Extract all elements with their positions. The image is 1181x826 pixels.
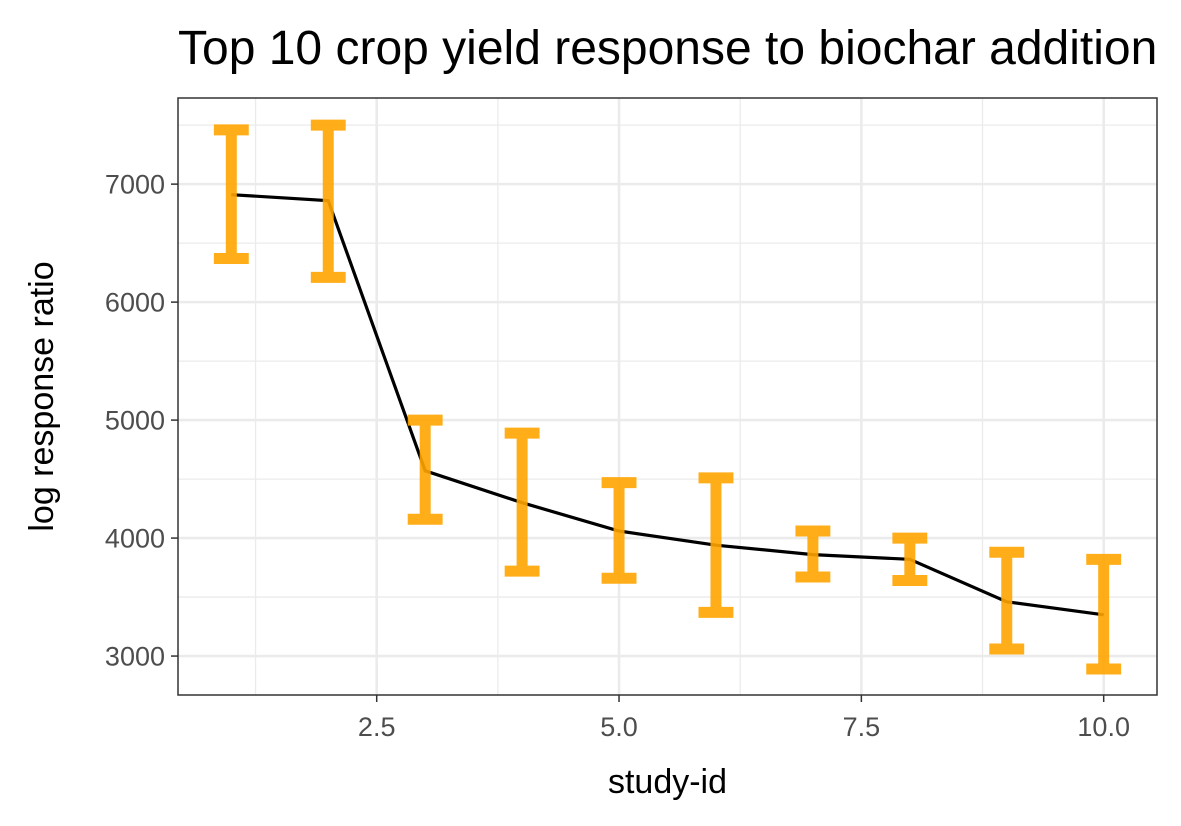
error-bar: [601, 477, 637, 584]
y-axis: 3000 4000 5000 6000 7000: [105, 170, 178, 672]
y-tick-label: 3000: [105, 642, 165, 672]
error-bar: [698, 472, 734, 618]
x-tick-label: 10.0: [1077, 712, 1130, 742]
y-tick-label: 7000: [105, 170, 165, 200]
y-tick-label: 5000: [105, 406, 165, 436]
panel-border: [177, 97, 1158, 696]
series-line: [231, 193, 1104, 617]
y-axis-title: log response ratio: [23, 261, 61, 531]
error-bar: [795, 525, 831, 583]
error-bar: [213, 124, 249, 264]
error-bar: [407, 414, 443, 525]
chart-title: Top 10 crop yield response to biochar ad…: [178, 22, 1157, 75]
y-tick-label: 6000: [105, 288, 165, 318]
error-bar: [1086, 553, 1122, 675]
x-axis-title: study-id: [608, 763, 727, 801]
x-tick-label: 7.5: [843, 712, 881, 742]
error-bar: [504, 427, 540, 577]
minor-gridlines: [178, 98, 1157, 695]
y-tick-label: 4000: [105, 524, 165, 554]
error-bar: [989, 546, 1025, 655]
error-bar: [892, 532, 928, 587]
x-axis: 2.5 5.0 7.5 10.0: [358, 695, 1130, 742]
error-bar: [310, 119, 346, 283]
x-tick-label: 2.5: [358, 712, 396, 742]
x-tick-label: 5.0: [600, 712, 638, 742]
plot-series: [213, 119, 1122, 675]
